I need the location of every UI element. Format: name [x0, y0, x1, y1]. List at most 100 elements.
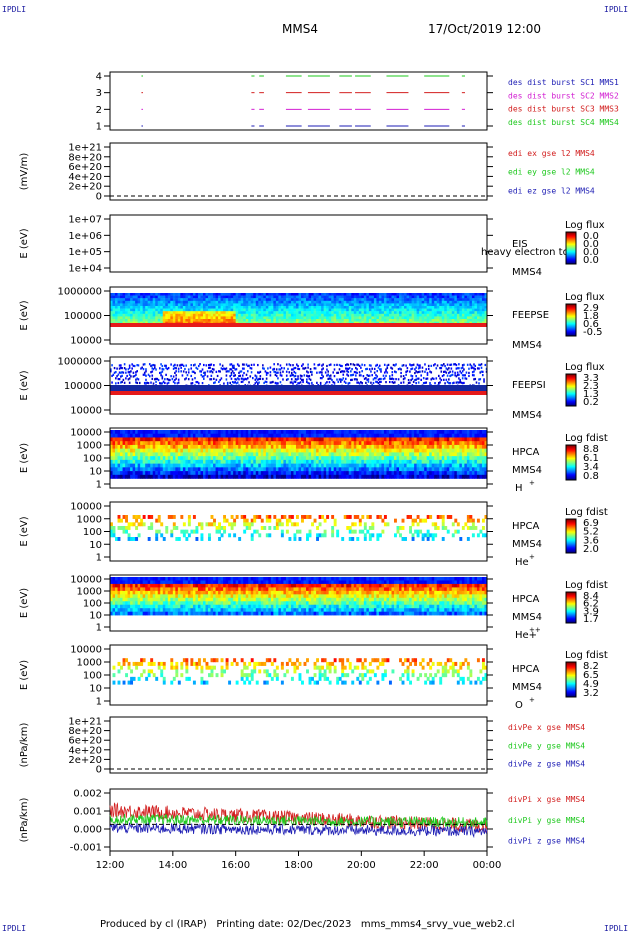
time-tick-label: 00:00 [473, 860, 502, 871]
time-tick-label: 12:00 [96, 860, 125, 871]
legend-entry: divPi z gse MMS4 [508, 837, 585, 846]
legend-entry: divPe y gse MMS4 [508, 741, 585, 750]
ytick-label: 0.000 [73, 825, 102, 836]
scale-tick: 8.2 [583, 661, 599, 672]
ytick-label: 1e+06 [68, 231, 102, 242]
ytick-label: 1e+07 [68, 215, 102, 226]
legend-entry: des dist burst SC3 MMS3 [508, 105, 619, 114]
side-label: HPCA [512, 521, 540, 532]
feeps-i-red-band [110, 391, 487, 395]
ytick-label: 100000 [64, 381, 102, 392]
time-axis: 12:00 14:00 16:00 18:00 20:00 22:00 00:00 [96, 851, 502, 871]
scale-tick: 5.2 [583, 527, 599, 538]
time-tick-label: 16:00 [221, 860, 250, 871]
species-label: He [515, 557, 529, 568]
side-label: HPCA [512, 594, 540, 605]
scale-tick: 3.4 [583, 462, 599, 473]
ytick-label: 4e+20 [68, 172, 102, 183]
ytick-label: 10000 [70, 575, 102, 586]
ytick-label: 3 [96, 88, 102, 99]
heatmap-feeps_i [110, 363, 488, 395]
ytick-label: 8e+20 [68, 726, 102, 737]
ytick-label: -0.001 [70, 843, 102, 854]
panel-feeps_i: 1000000 100000 10000 E (eV) FEEPSI MMS4 Log fl… [19, 356, 605, 421]
scale-title: Log fdist [565, 580, 608, 591]
feeps-i-blue-band [110, 385, 487, 395]
corner-label-tl: IPDLI [2, 5, 27, 14]
time-tick-label: 14:00 [158, 860, 187, 871]
ytick-label: 2 [96, 105, 102, 116]
species-charge: + [529, 553, 535, 561]
scale-tick: 0.0 [583, 239, 599, 250]
side-label: MMS4 [512, 682, 542, 693]
ytick-label: 1 [96, 623, 102, 634]
panel-divpi: 0.002 0.001 0.000 -0.001 (nPa/km) divPi x gse… [19, 788, 585, 854]
ytick-label: 1e+04 [68, 264, 102, 275]
ytick-label: 10000 [70, 428, 102, 439]
scale-tick: -0.5 [583, 327, 603, 338]
ytick-label: 1000 [77, 658, 102, 669]
ytick-label: 100 [83, 527, 102, 538]
corner-label-br: IPDLI [604, 924, 629, 933]
scale-tick: 0.0 [583, 231, 599, 242]
ytick-label: 4e+20 [68, 745, 102, 756]
ylabel: E (eV) [19, 370, 30, 400]
heatmap-hpca_he [110, 515, 488, 541]
species-charge: + [529, 696, 535, 704]
ytick-label: 1 [96, 122, 102, 133]
scale-title: Log fdist [565, 433, 608, 444]
side-label: MMS4 [512, 539, 542, 550]
scale-tick: 4.9 [583, 679, 599, 690]
legend-entry: des dist burst SC2 MMS2 [508, 91, 619, 100]
time-tick-label: 18:00 [284, 860, 313, 871]
scale-tick: 3.6 [583, 535, 599, 546]
side-label: HPCA [512, 447, 540, 458]
colorbar-hpca_o [565, 661, 577, 698]
ytick-label: 0 [96, 765, 102, 776]
side-label: heavy electron to [481, 247, 569, 258]
species-label: O [515, 700, 523, 711]
series-line [109, 802, 488, 834]
scale-tick: 8.4 [583, 591, 599, 602]
legend-entry: des dist burst SC1 MMS1 [508, 78, 619, 87]
legend-entry: divPe z gse MMS4 [508, 760, 585, 769]
heatmap-feeps_e [110, 293, 488, 327]
corner-label-tr: IPDLI [604, 5, 629, 14]
ytick-label: 10 [89, 467, 102, 478]
scale-title: Log flux [565, 362, 605, 373]
scale-tick: 0.8 [583, 471, 599, 482]
scale-title: Log flux [565, 292, 605, 303]
scale-tick: 6.5 [583, 670, 599, 681]
legend-entry: edi ez gse l2 MMS4 [508, 186, 595, 195]
ytick-label: 10000 [70, 645, 102, 656]
ytick-label: 10 [89, 684, 102, 695]
side-label: FEEPSI [512, 380, 546, 391]
colorbar-feeps_i [565, 373, 577, 407]
ytick-label: 10000 [70, 336, 102, 347]
frame-divpe [109, 716, 488, 774]
scale-tick: 0.6 [583, 319, 599, 330]
ytick-label: 0.002 [73, 789, 102, 800]
ylabel: E (eV) [19, 660, 30, 690]
ylabel: E (eV) [19, 443, 30, 473]
side-label: EIS [512, 239, 528, 250]
colorbar-hpca_hepp [565, 591, 577, 624]
scale-tick: 0.2 [583, 397, 599, 408]
spacecraft-title: MMS4 [282, 22, 318, 36]
scale-tick: 2.3 [583, 381, 599, 392]
ytick-label: 1000 [77, 441, 102, 452]
ylabel: (nPa/km) [19, 723, 30, 768]
side-label: HPCA [512, 664, 540, 675]
ytick-label: 1000000 [57, 287, 102, 298]
time-tick-label: 20:00 [347, 860, 376, 871]
scale-title: Log fdist [565, 650, 608, 661]
scale-title: Log fdist [565, 507, 608, 518]
ytick-label: 2e+20 [68, 755, 102, 766]
colorbar-eis [565, 231, 577, 265]
ylabel: (mV/m) [19, 153, 30, 191]
